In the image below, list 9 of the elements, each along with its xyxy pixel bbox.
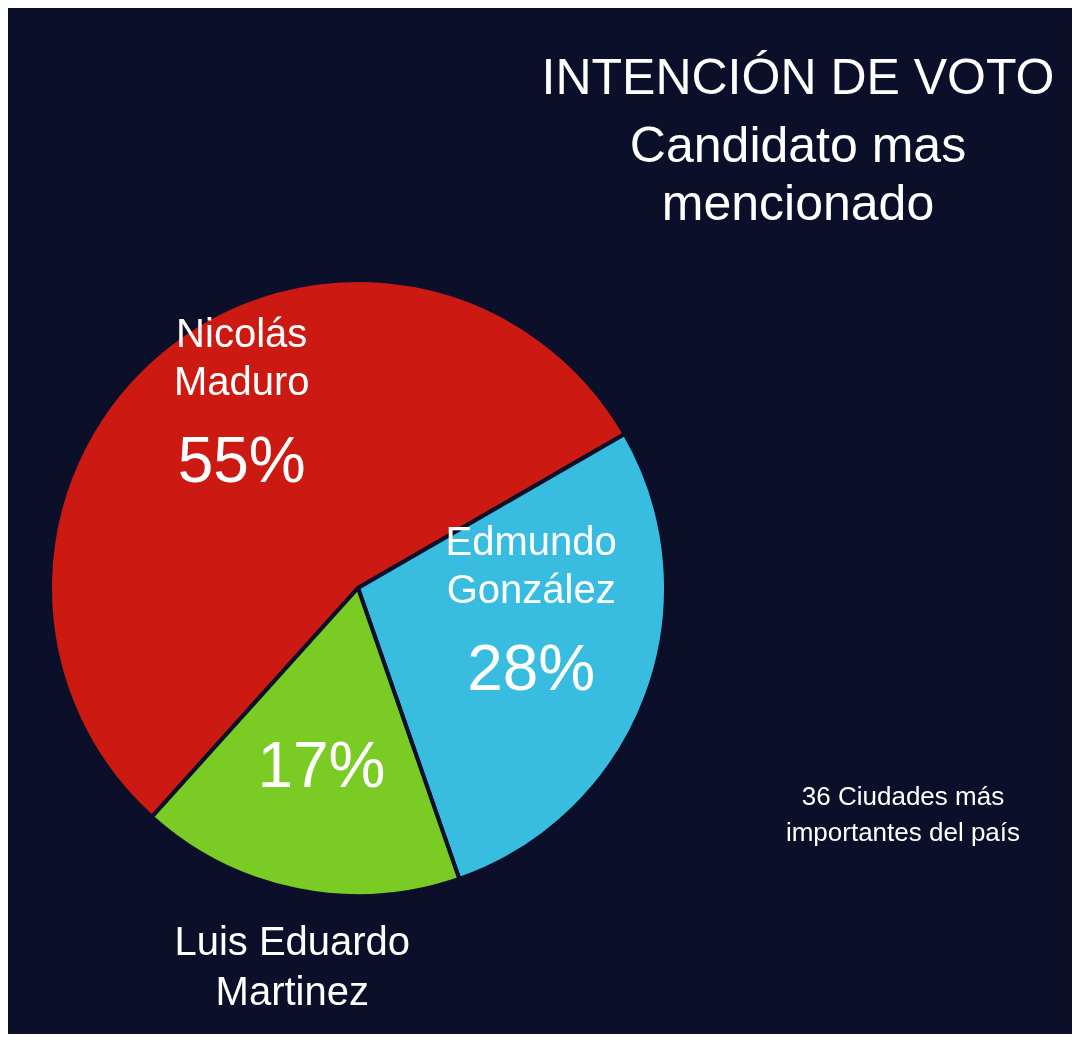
slice-label: Nicolás Maduro (173, 311, 310, 404)
slice-label: Edmundo González (445, 519, 617, 612)
data-label: 55% (177, 424, 306, 497)
text: INTENCIÓN DE VOTO (540, 48, 1056, 106)
data-label: 28% (467, 632, 596, 705)
text: Candidato mas mencionado (628, 116, 968, 232)
slice-label: Luis Eduardo Martinez (174, 919, 411, 1014)
data-label: 17% (257, 728, 386, 801)
text: 36 Ciudades más importantes del país (784, 780, 1022, 849)
